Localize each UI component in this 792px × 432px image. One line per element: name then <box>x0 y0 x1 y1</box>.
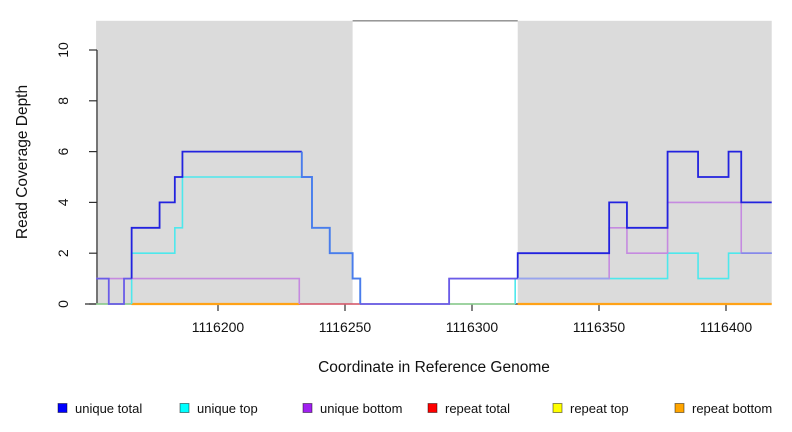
series-line-blue-bright-descent <box>300 151 362 304</box>
x-tick-label: 1116300 <box>446 319 499 335</box>
x-axis-title: Coordinate in Reference Genome <box>318 359 550 376</box>
legend-label-repeat-total: repeat total <box>445 401 510 416</box>
tick-labels: 1116200 1116250 1116300 1116350 1116400 0 2 4 6 8… <box>55 42 752 335</box>
y-tick-label: 8 <box>55 97 71 105</box>
y-tick-label: 6 <box>55 147 71 155</box>
x-tick-label: 1116400 <box>700 319 753 335</box>
series-lines <box>96 150 772 306</box>
series-line-blue-dark-ascent <box>130 150 302 279</box>
y-tick-label: 4 <box>55 198 71 206</box>
legend-label-unique-total: unique total <box>75 401 142 416</box>
legend-swatch-unique-top <box>179 403 190 413</box>
y-tick-label: 10 <box>55 42 71 58</box>
series-line-purple-left <box>96 277 301 304</box>
legend-label-unique-bottom: unique bottom <box>320 401 402 416</box>
legend-swatch-repeat-bottom <box>674 403 685 413</box>
x-tick-label: 1116200 <box>192 319 245 335</box>
y-axis-title: Read Coverage Depth <box>14 85 31 239</box>
x-tick-label: 1116350 <box>573 319 626 335</box>
y-tick-label: 2 <box>55 249 71 257</box>
legend-swatch-repeat-total <box>427 403 438 413</box>
legend: unique total unique top unique bottom repea… <box>57 401 772 416</box>
series-line-blue-violet-left <box>96 277 132 305</box>
legend-label-repeat-bottom: repeat bottom <box>692 401 772 416</box>
series-line-blue-dark-right <box>516 150 772 279</box>
legend-swatch-repeat-top <box>552 403 563 413</box>
x-tick-label: 1116250 <box>319 319 372 335</box>
shaded-region <box>517 20 772 304</box>
shaded-region <box>96 20 353 304</box>
legend-label-repeat-top: repeat top <box>570 401 629 416</box>
legend-swatch-unique-bottom <box>302 403 313 413</box>
series-line-blue-violet-mid <box>360 277 518 305</box>
legend-swatch-unique-total <box>57 403 68 413</box>
y-tick-label: 0 <box>55 300 71 308</box>
legend-label-unique-top: unique top <box>197 401 258 416</box>
shaded-regions <box>96 20 772 304</box>
